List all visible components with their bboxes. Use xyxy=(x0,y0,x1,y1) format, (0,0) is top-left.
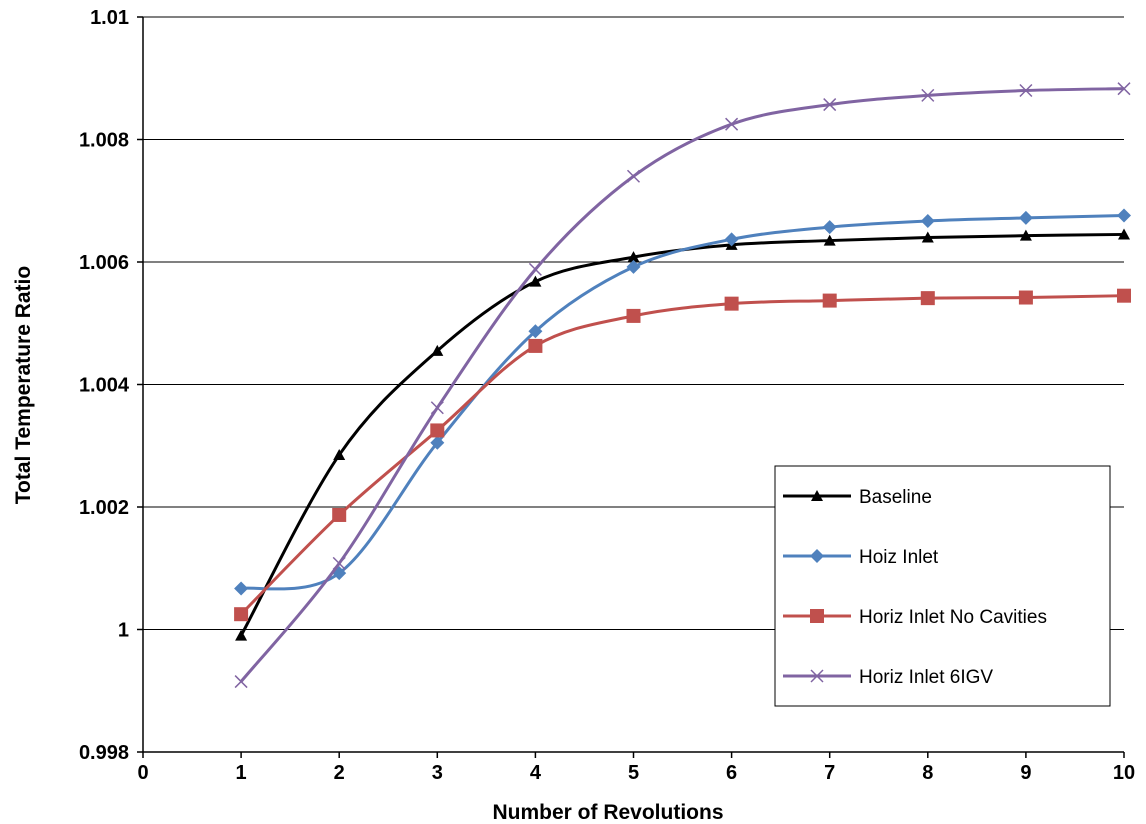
legend: Baseline Hoiz Inlet Horiz Inlet No Cavitie… xyxy=(774,465,1111,707)
data-point xyxy=(920,213,935,228)
legend-box xyxy=(774,465,1111,707)
data-point xyxy=(1118,228,1130,240)
x-tick-label: 7 xyxy=(824,762,835,784)
data-point xyxy=(1019,229,1032,241)
x-axis-title: Number of Revolutions xyxy=(492,801,723,824)
data-point xyxy=(1117,288,1131,303)
x-tick-label: 10 xyxy=(1113,762,1135,784)
x-tick-label: 1 xyxy=(236,762,247,784)
data-point xyxy=(823,98,837,112)
data-point xyxy=(234,581,249,596)
legend-label: Hoiz Inlet xyxy=(859,547,939,568)
y-tick-label: 1.006 xyxy=(79,252,129,274)
data-point xyxy=(921,231,934,243)
data-point xyxy=(724,232,739,247)
data-point xyxy=(725,117,739,131)
series-horiz-inlet-no-cavities xyxy=(234,288,1131,622)
x-tick-label: 5 xyxy=(628,762,639,784)
y-tick-label: 1 xyxy=(118,620,129,642)
data-point xyxy=(921,88,935,102)
y-tick-label: 0.998 xyxy=(79,742,129,764)
data-point xyxy=(528,262,542,276)
x-tick-label: 8 xyxy=(922,762,933,784)
data-point xyxy=(333,448,346,460)
data-point xyxy=(332,556,346,570)
y-tick-label: 1.002 xyxy=(79,497,129,519)
x-tick-label: 4 xyxy=(530,762,542,784)
legend-swatch-marker xyxy=(810,549,824,563)
legend-item: Horiz Inlet 6IGV xyxy=(783,667,993,688)
data-point xyxy=(430,401,444,415)
y-tick-label: 1.01 xyxy=(90,7,129,29)
legend-label: Horiz Inlet No Cavities xyxy=(859,607,1047,628)
data-point xyxy=(234,675,248,689)
data-point xyxy=(626,308,641,323)
legend-swatch-marker xyxy=(810,609,824,623)
data-point xyxy=(822,220,837,235)
x-tick-label: 9 xyxy=(1020,762,1031,784)
data-point xyxy=(1117,82,1131,96)
data-point xyxy=(431,344,444,356)
data-point xyxy=(1018,210,1033,225)
data-point xyxy=(626,169,641,183)
legend-item: Baseline xyxy=(783,487,932,508)
series-line xyxy=(240,294,1125,616)
legend-label: Baseline xyxy=(859,487,932,508)
legend-swatch-marker xyxy=(811,490,823,501)
data-point xyxy=(430,435,445,450)
x-tick-label: 0 xyxy=(137,762,148,784)
data-point xyxy=(528,324,543,339)
data-point xyxy=(823,234,836,246)
data-point xyxy=(234,607,249,622)
y-tick-label: 1.008 xyxy=(79,130,129,152)
series-baseline xyxy=(235,228,1130,641)
legend-item: Horiz Inlet No Cavities xyxy=(783,607,1047,628)
data-point xyxy=(235,629,248,641)
data-point xyxy=(920,291,935,306)
y-tick-labels: 0.998 1 1.002 1.004 1.006 1.008 1.01 xyxy=(79,7,130,764)
data-point xyxy=(1117,208,1131,223)
y-tick-label: 1.004 xyxy=(79,375,130,397)
y-axis-title: Total Temperature Ratio xyxy=(12,266,35,504)
series-horiz-inlet-6igv xyxy=(234,82,1131,689)
data-point xyxy=(1018,290,1033,305)
legend-swatch-marker xyxy=(810,669,824,683)
data-point xyxy=(332,507,347,522)
data-point xyxy=(626,259,641,274)
data-point xyxy=(627,251,640,263)
data-point xyxy=(529,275,542,287)
series-line xyxy=(240,213,1125,591)
data-point xyxy=(430,423,445,438)
data-point xyxy=(822,293,837,308)
x-tick-label: 3 xyxy=(432,762,443,784)
data-point xyxy=(724,296,739,311)
series-layer xyxy=(234,82,1131,689)
x-tick-label: 2 xyxy=(334,762,345,784)
x-tick-label: 6 xyxy=(726,762,737,784)
axes xyxy=(137,16,1125,758)
legend-label: Horiz Inlet 6IGV xyxy=(859,667,993,688)
x-tick-labels: 0 1 2 3 4 5 6 7 8 9 10 xyxy=(137,762,1135,784)
data-point xyxy=(1019,83,1033,98)
legend-item: Hoiz Inlet xyxy=(783,547,939,568)
data-point xyxy=(528,338,543,353)
